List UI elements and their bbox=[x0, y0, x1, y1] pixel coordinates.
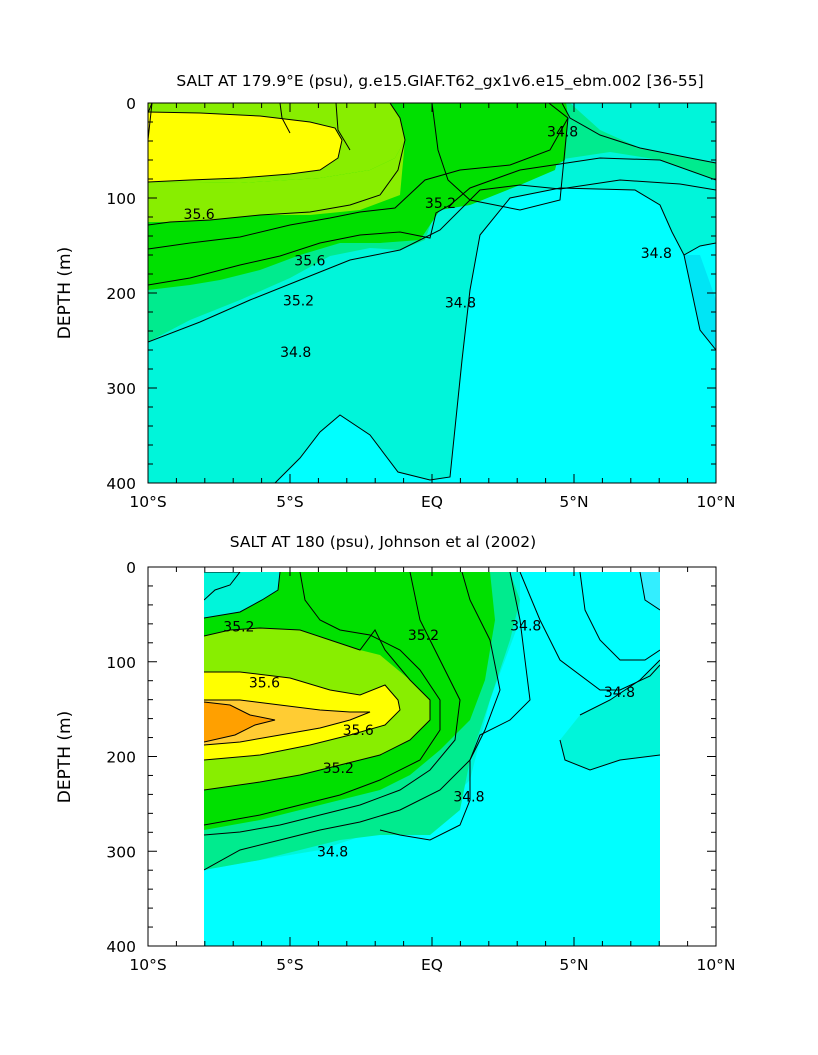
contour-label: 35.6 bbox=[184, 207, 215, 223]
contour-labels-observed: 35.2 35.6 35.6 35.2 35.2 34.8 34.8 34.8 34.8 bbox=[223, 619, 635, 861]
contour-label: 34.8 bbox=[317, 844, 348, 860]
contour-labels-model: 35.6 35.6 35.2 35.2 34.8 34.8 34.8 34.8 bbox=[184, 125, 672, 361]
contour-fills-model bbox=[148, 103, 716, 483]
contour-label: 35.2 bbox=[223, 620, 254, 636]
y-tick-label: 200 bbox=[106, 285, 136, 303]
panel-observed: SALT AT 180 (psu), Johnson et al (2002) bbox=[55, 533, 736, 974]
contour-fills-observed bbox=[204, 572, 660, 946]
chart-title-model: SALT AT 179.9°E (psu), g.e15.GIAF.T62_gx… bbox=[176, 72, 703, 91]
band-35-4 bbox=[148, 112, 342, 182]
chart-title-observed: SALT AT 180 (psu), Johnson et al (2002) bbox=[230, 533, 536, 551]
contour-label: 34.8 bbox=[604, 685, 635, 701]
contour-label: 34.8 bbox=[445, 296, 476, 312]
axes-observed: 10°S 5°S EQ 5°N 10°N 0 100 200 300 400 bbox=[106, 559, 735, 974]
band-35-8 bbox=[204, 702, 275, 742]
contour-lines-observed bbox=[204, 572, 660, 871]
band-34-4 bbox=[204, 572, 660, 946]
x-tick-label: EQ bbox=[421, 493, 443, 511]
y-tick-label: 300 bbox=[106, 380, 136, 398]
x-tick-label: 10°S bbox=[129, 956, 166, 974]
band-34-6-top bbox=[570, 103, 716, 163]
y-axis-label-model: DEPTH (m) bbox=[55, 247, 75, 339]
contour-label: 34.8 bbox=[453, 789, 484, 805]
y-tick-label: 300 bbox=[106, 843, 136, 861]
y-axis-label-observed: DEPTH (m) bbox=[55, 711, 75, 803]
contour-label: 35.6 bbox=[294, 254, 325, 270]
contour-label: 34.8 bbox=[547, 125, 578, 141]
contour-lines-model bbox=[148, 103, 716, 483]
contour-label: 34.8 bbox=[280, 345, 311, 361]
contour-label: 35.2 bbox=[408, 628, 439, 644]
contour-label: 35.6 bbox=[249, 676, 280, 692]
band-34-5-right bbox=[684, 255, 716, 350]
x-tick-label: 10°S bbox=[129, 493, 166, 511]
band-35-6 bbox=[204, 700, 370, 745]
contour-label: 34.8 bbox=[510, 619, 541, 635]
x-tick-label: 5°N bbox=[559, 956, 588, 974]
axes-model: 10°S 5°S EQ 5°N 10°N 0 100 200 300 400 bbox=[106, 95, 735, 511]
contour-label: 34.8 bbox=[641, 246, 672, 262]
y-tick-label: 400 bbox=[106, 938, 136, 956]
y-tick-label: 100 bbox=[106, 654, 136, 672]
y-tick-label: 400 bbox=[106, 475, 136, 493]
x-tick-label: EQ bbox=[421, 956, 443, 974]
x-tick-label: 5°N bbox=[559, 493, 588, 511]
x-tick-label: 10°N bbox=[696, 956, 735, 974]
contour-label: 35.6 bbox=[343, 723, 374, 739]
x-tick-label: 5°S bbox=[276, 956, 303, 974]
y-tick-label: 200 bbox=[106, 749, 136, 767]
contour-label: 35.2 bbox=[425, 196, 456, 212]
panel-model: SALT AT 179.9°E (psu), g.e15.GIAF.T62_gx… bbox=[55, 72, 736, 511]
y-tick-label: 100 bbox=[106, 190, 136, 208]
contour-label: 35.2 bbox=[283, 294, 314, 310]
y-tick-label: 0 bbox=[126, 95, 136, 113]
x-tick-label: 5°S bbox=[276, 493, 303, 511]
contour-label: 35.2 bbox=[323, 761, 354, 777]
y-tick-label: 0 bbox=[126, 559, 136, 577]
x-tick-label: 10°N bbox=[696, 493, 735, 511]
